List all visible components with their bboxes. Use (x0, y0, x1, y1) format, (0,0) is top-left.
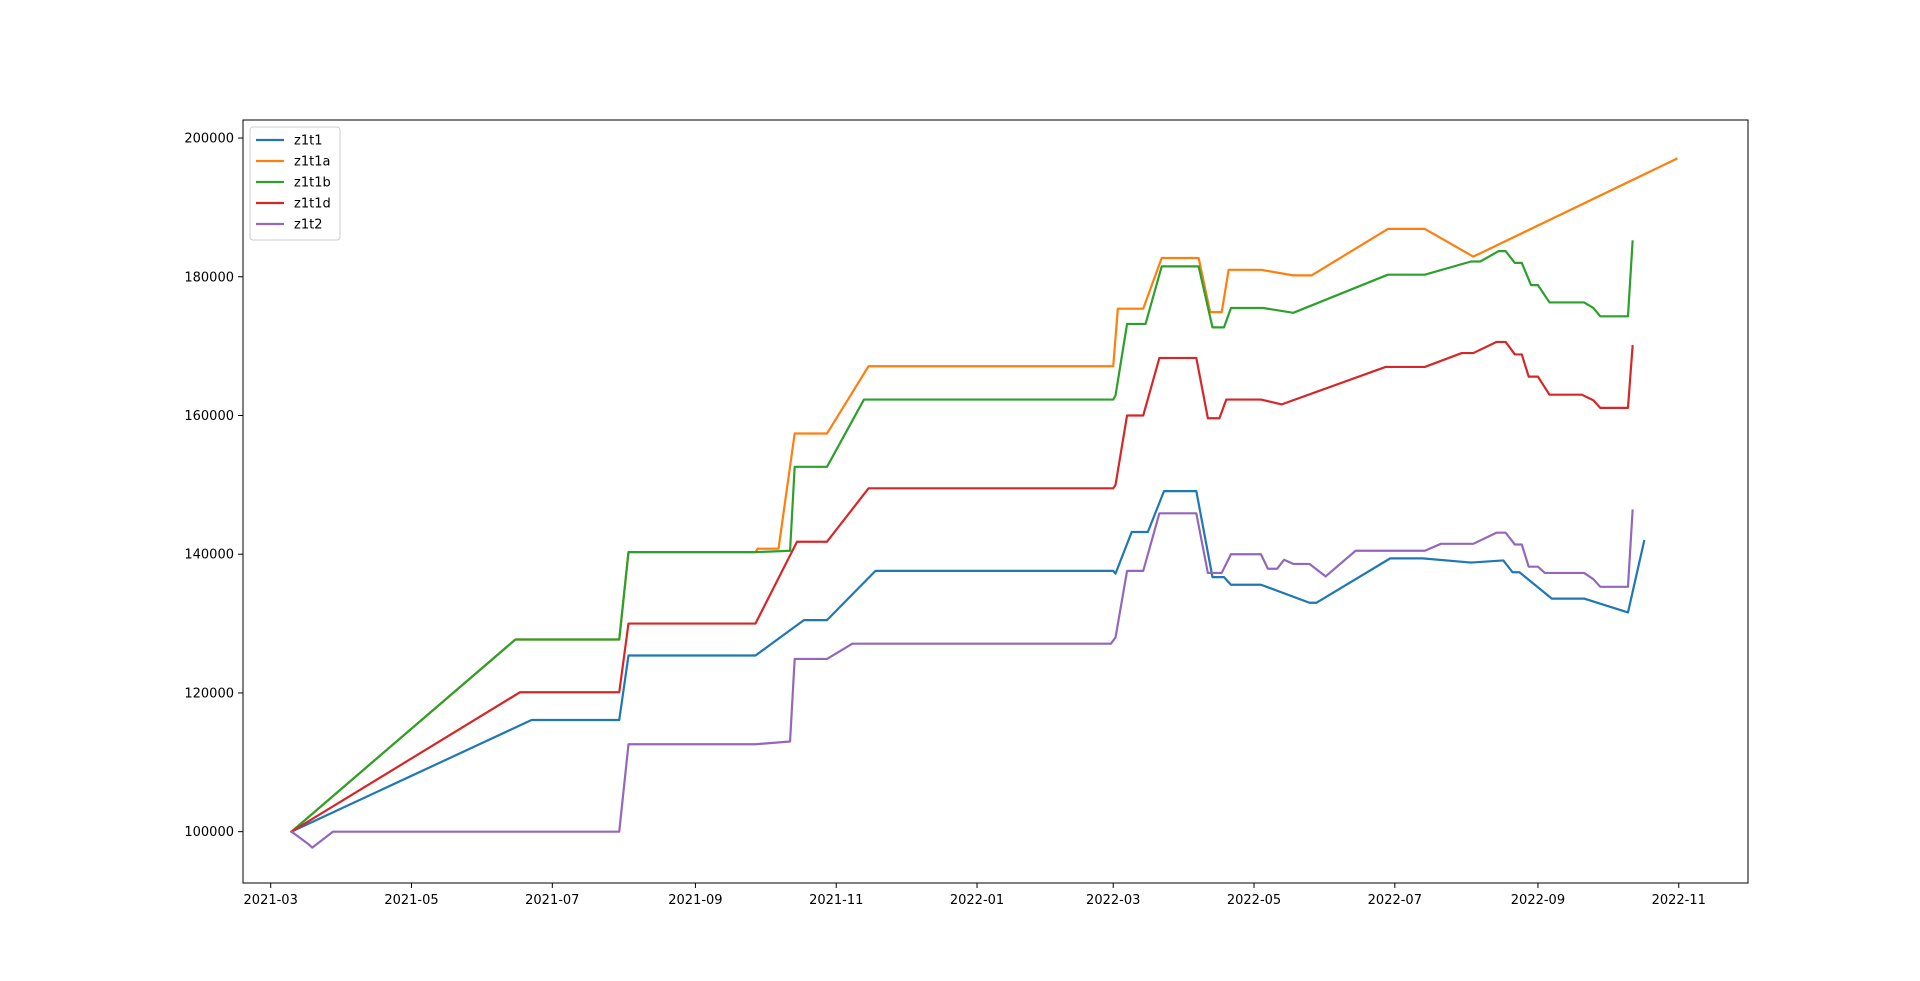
legend-label-z1t2: z1t2 (294, 218, 322, 233)
legend-label-z1t1a: z1t1a (294, 155, 330, 170)
legend: z1t1 z1t1a z1t1b z1t1d z1t2 (249, 126, 341, 241)
series-line-z1t2 (289, 509, 1634, 849)
y-axis: 100000 120000 140000 160000 180000 200000 (184, 132, 243, 840)
y-tick-label: 140000 (184, 548, 234, 563)
x-tick-label: 2021-11 (809, 893, 863, 908)
plot-area (242, 119, 1749, 884)
legend-box (249, 126, 341, 241)
x-tick-label: 2021-07 (525, 893, 579, 908)
y-tick-label: 120000 (184, 686, 234, 701)
x-tick-label: 2022-01 (950, 893, 1004, 908)
legend-label-z1t1d: z1t1d (294, 197, 331, 212)
y-tick-label: 100000 (184, 825, 234, 840)
x-tick-label: 2022-03 (1086, 893, 1140, 908)
series-line-z1t1b (289, 240, 1634, 834)
legend-label-z1t1b: z1t1b (294, 176, 331, 191)
series-line-z1t1 (290, 490, 1646, 834)
series-layer (289, 157, 1678, 849)
x-tick-label: 2022-07 (1368, 893, 1422, 908)
x-tick-label: 2022-09 (1511, 893, 1565, 908)
x-tick-label: 2021-03 (244, 893, 298, 908)
x-tick-label: 2022-11 (1652, 893, 1706, 908)
y-tick-label: 200000 (184, 132, 234, 147)
x-tick-label: 2022-05 (1227, 893, 1281, 908)
legend-label-z1t1: z1t1 (294, 134, 322, 149)
x-tick-label: 2021-09 (668, 893, 722, 908)
y-tick-label: 160000 (184, 409, 234, 424)
x-axis: 2021-03 2021-05 2021-07 2021-09 2021-11 2022-… (244, 883, 1706, 908)
x-tick-label: 2021-05 (384, 893, 438, 908)
y-tick-label: 180000 (184, 270, 234, 285)
series-line-z1t1d (289, 340, 1634, 834)
